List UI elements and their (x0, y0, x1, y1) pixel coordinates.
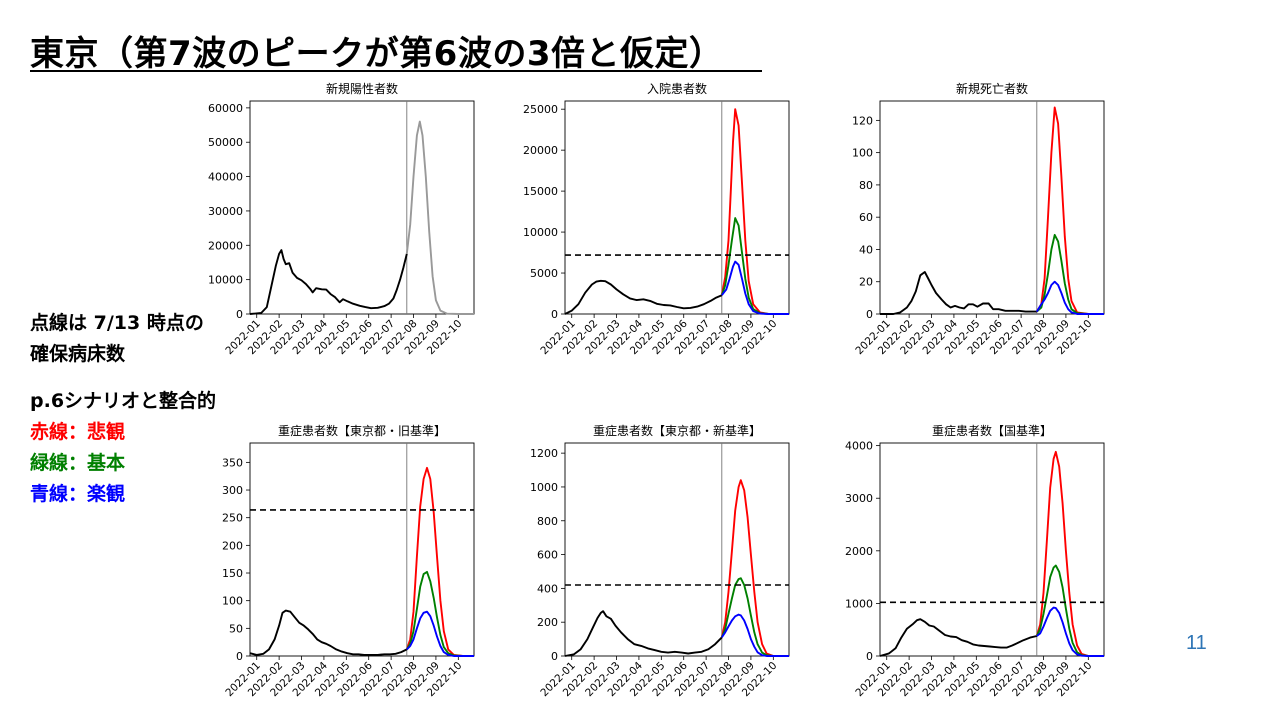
y-tick-label: 20000 (208, 239, 243, 252)
y-tick-label: 200 (222, 539, 243, 552)
series-line (720, 108, 789, 315)
y-tick-label: 0 (866, 650, 873, 663)
series-line (1035, 564, 1104, 657)
series-line (720, 479, 789, 657)
series-line (1036, 606, 1104, 657)
slide-title: 東京（第7波のピークが第6波の3倍と仮定） (30, 34, 724, 74)
y-tick-label: 100 (852, 147, 873, 160)
chart-title: 重症患者数【東京都・新基準】 (593, 423, 761, 438)
y-tick-label: 40 (859, 243, 873, 256)
y-tick-label: 350 (222, 456, 243, 469)
series-line (564, 610, 723, 657)
y-tick-label: 3000 (845, 492, 873, 505)
y-tick-label: 50 (229, 622, 243, 635)
series-line (880, 271, 1037, 315)
series-line (249, 249, 408, 315)
plot-frame (249, 442, 475, 657)
y-tick-label: 300 (222, 484, 243, 497)
y-tick-label: 20 (859, 276, 873, 289)
y-tick-label: 1000 (530, 481, 558, 494)
y-tick-label: 0 (551, 308, 558, 321)
y-tick-label: 5000 (530, 267, 558, 280)
y-tick-label: 250 (222, 512, 243, 525)
chart-title: 入院患者数 (647, 81, 707, 96)
y-tick-label: 80 (859, 179, 873, 192)
y-tick-label: 0 (551, 650, 558, 663)
y-tick-label: 100 (222, 595, 243, 608)
y-tick-label: 60000 (208, 102, 243, 115)
plot-frame (879, 100, 1105, 315)
y-tick-label: 20000 (523, 144, 558, 157)
bed-note-line2: 確保病床数 (30, 343, 126, 365)
y-tick-label: 50000 (208, 136, 243, 149)
title-underline (30, 70, 762, 72)
plot-frame (879, 442, 1105, 657)
series-line (405, 466, 474, 657)
series-line (1035, 450, 1104, 657)
series-line (879, 618, 1038, 657)
y-tick-label: 0 (236, 650, 243, 663)
y-tick-label: 0 (866, 308, 873, 321)
bed-capacity-note: 点線は 7/13 時点の 確保病床数 (30, 308, 204, 370)
y-tick-label: 15000 (523, 185, 558, 198)
chart-title: 新規陽性者数 (326, 81, 398, 96)
y-tick-label: 25000 (523, 103, 558, 116)
y-tick-label: 1200 (530, 447, 558, 460)
y-tick-label: 800 (537, 515, 558, 528)
legend-red-pessimistic: 赤線：悲観 (30, 421, 126, 443)
series-line (564, 279, 723, 315)
y-tick-label: 60 (859, 211, 873, 224)
series-line (406, 610, 474, 657)
chart-title: 重症患者数【国基準】 (932, 423, 1052, 438)
y-tick-label: 120 (852, 114, 873, 127)
chart-title: 新規死亡者数 (956, 81, 1028, 96)
y-tick-label: 1000 (845, 597, 873, 610)
plot-frame (564, 442, 790, 657)
series-line (1035, 106, 1104, 315)
plot-frame (564, 100, 790, 315)
series-line (405, 120, 474, 315)
series-line (1035, 280, 1104, 315)
y-tick-label: 10000 (208, 274, 243, 287)
legend-green-base: 緑線：基本 (30, 452, 126, 474)
legend-intro: p.6シナリオと整合的 (30, 390, 217, 412)
y-tick-label: 4000 (845, 440, 873, 453)
scenario-legend: p.6シナリオと整合的 赤線：悲観 緑線：基本 青線：楽観 (30, 386, 216, 510)
series-line (249, 609, 408, 656)
series-line (405, 570, 474, 657)
series-line (720, 577, 789, 657)
legend-blue-optimistic: 青線：楽観 (30, 483, 126, 505)
y-tick-label: 150 (222, 567, 243, 580)
y-tick-label: 600 (537, 549, 558, 562)
y-tick-label: 30000 (208, 205, 243, 218)
series-line (721, 260, 789, 315)
chart-title: 重症患者数【東京都・旧基準】 (278, 423, 446, 438)
y-tick-label: 200 (537, 616, 558, 629)
bed-note-line1: 点線は 7/13 時点の (30, 312, 204, 334)
y-tick-label: 0 (236, 308, 243, 321)
plot-frame (249, 100, 475, 315)
series-line (721, 613, 789, 657)
y-tick-label: 400 (537, 582, 558, 595)
page-number: 11 (1186, 632, 1207, 654)
y-tick-label: 40000 (208, 171, 243, 184)
y-tick-label: 2000 (845, 545, 873, 558)
y-tick-label: 10000 (523, 226, 558, 239)
series-line (1036, 233, 1104, 315)
